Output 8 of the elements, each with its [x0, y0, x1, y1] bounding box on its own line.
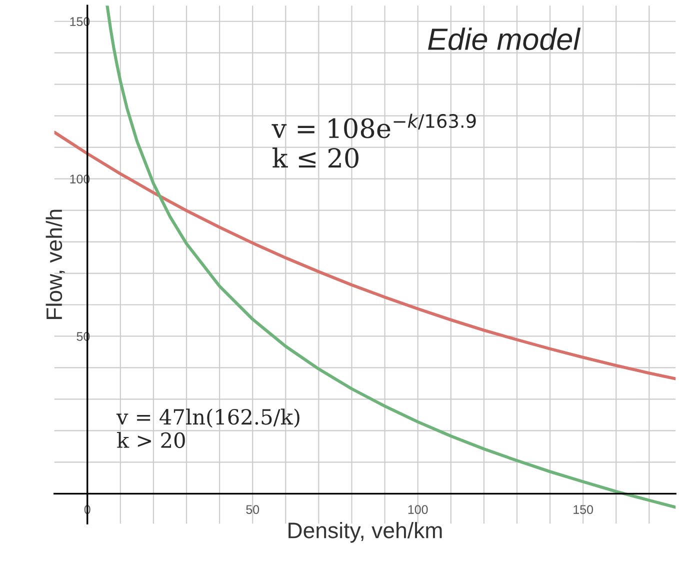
x-tick-label: 100 — [408, 505, 428, 514]
y-axis-title: Flow, veh/h — [46, 210, 65, 319]
annotation: v = 47ln(162.5/k) k > 20 — [116, 408, 300, 448]
x-axis-title: Density, veh/km — [288, 522, 442, 543]
x-tick-label: 150 — [574, 505, 594, 514]
x-tick-label: 50 — [246, 505, 260, 514]
text: v = 108e$^{−k/163.9}$ k ≤ 20 — [272, 114, 476, 168]
annotation: Edie model — [428, 28, 581, 50]
